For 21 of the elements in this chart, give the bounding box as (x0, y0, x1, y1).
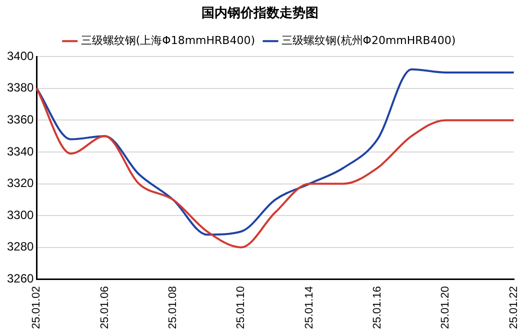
x-tick-label: 25.01.02 (30, 286, 43, 330)
y-tick-label: 3300 (6, 208, 34, 222)
legend-label: 三级螺纹钢(杭州Φ20mmHRB400) (282, 34, 456, 47)
x-tick-label: 25.01.20 (440, 286, 452, 330)
y-tick-label: 3400 (6, 48, 34, 63)
y-tick-label: 3320 (6, 176, 34, 190)
legend-label: 三级螺纹钢(上海Φ18mmHRB400) (80, 34, 256, 47)
y-tick-label: 3380 (6, 80, 34, 95)
y-tick-label: 3340 (6, 144, 34, 158)
x-tick-label: 25.01.22 (508, 286, 520, 330)
y-tick-label: 3260 (6, 271, 34, 286)
line-series (36, 87, 515, 248)
line-series (36, 68, 515, 236)
x-tick-label: 25.01.06 (98, 286, 111, 330)
x-tick-label: 25.01.08 (167, 286, 180, 330)
x-tick-label: 25.01.14 (303, 286, 316, 330)
chart-title: 国内钢价指数走势图 (202, 5, 318, 22)
y-tick-label: 3280 (6, 240, 34, 254)
x-tick-label: 25.01.10 (235, 286, 248, 330)
y-tick-label: 3360 (6, 112, 34, 127)
x-tick-label: 25.01.16 (372, 286, 384, 330)
